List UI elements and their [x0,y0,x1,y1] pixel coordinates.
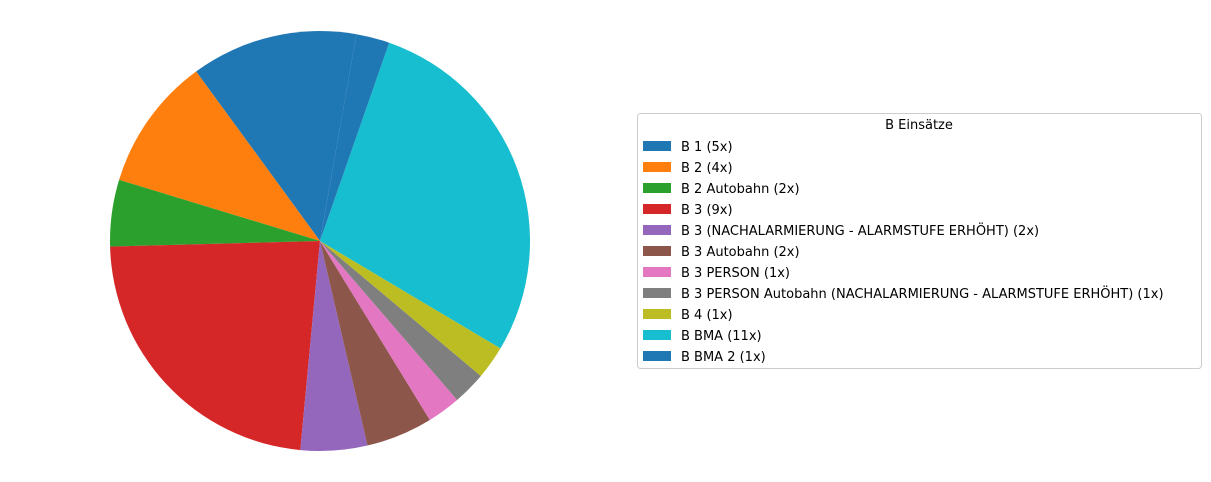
legend-swatch [643,288,671,298]
legend-label: B 1 (5x) [681,140,733,155]
legend-title: B Einsätze [885,118,953,133]
legend-swatch [643,141,671,151]
legend-swatch [643,204,671,214]
legend-label: B 2 (4x) [681,161,733,176]
legend-label: B 2 Autobahn (2x) [681,182,800,197]
legend-swatch [643,162,671,172]
pie-slice-4 [110,241,320,451]
pie-slice-8 [320,241,481,401]
legend-label: B 3 PERSON (1x) [681,266,790,281]
legend-label: B 3 (NACHALARMIERUNG - ALARMSTUFE ERHÖHT… [681,222,1039,239]
pie-slice-11 [320,34,390,241]
legend-item: B 4 (1x) [643,308,733,323]
legend-label: B 3 Autobahn (2x) [681,245,800,260]
legend-label: B BMA 2 (1x) [681,350,766,365]
legend-item: B 3 PERSON (1x) [643,266,790,281]
legend-item: B 3 PERSON Autobahn (NACHALARMIERUNG - A… [643,285,1164,302]
legend-item: B 3 Autobahn (2x) [643,245,800,260]
legend-item: B 2 Autobahn (2x) [643,182,800,197]
legend-items: B 1 (5x) B 2 (4x) B 2 Autobahn (2x) B 3 (9x… [643,140,1164,365]
pie-slice-7 [320,241,458,420]
legend-item: B BMA (11x) [643,329,762,344]
legend-swatch [643,330,671,340]
legend-label: B 3 PERSON Autobahn (NACHALARMIERUNG - A… [681,285,1164,302]
pie-slice-5 [300,241,368,451]
legend-item: B 3 (9x) [643,203,733,218]
legend-swatch [643,351,671,361]
legend-swatch [643,183,671,193]
legend-label: B BMA (11x) [681,329,762,344]
legend-swatch [643,267,671,277]
pie-slice-6 [320,241,430,446]
pie-slice-1 [196,30,357,241]
pie-slice-10 [320,42,530,349]
legend-item: B 3 (NACHALARMIERUNG - ALARMSTUFE ERHÖHT… [643,222,1039,239]
pie-slice-9 [320,241,501,376]
pie-slice-2 [119,71,320,241]
legend-item: B 1 (5x) [643,140,733,155]
legend-item: B 2 (4x) [643,161,733,176]
legend-label: B 4 (1x) [681,308,733,323]
legend-swatch [643,309,671,319]
legend-item: B BMA 2 (1x) [643,350,766,365]
legend-swatch [643,246,671,256]
pie-slice-3 [110,179,320,247]
legend-label: B 3 (9x) [681,203,733,218]
legend: B Einsätze B 1 (5x) B 2 (4x) B 2 Autobahn … [637,113,1202,369]
legend-swatch [643,225,671,235]
pie-slices [110,30,530,451]
legend-frame [637,113,1202,369]
